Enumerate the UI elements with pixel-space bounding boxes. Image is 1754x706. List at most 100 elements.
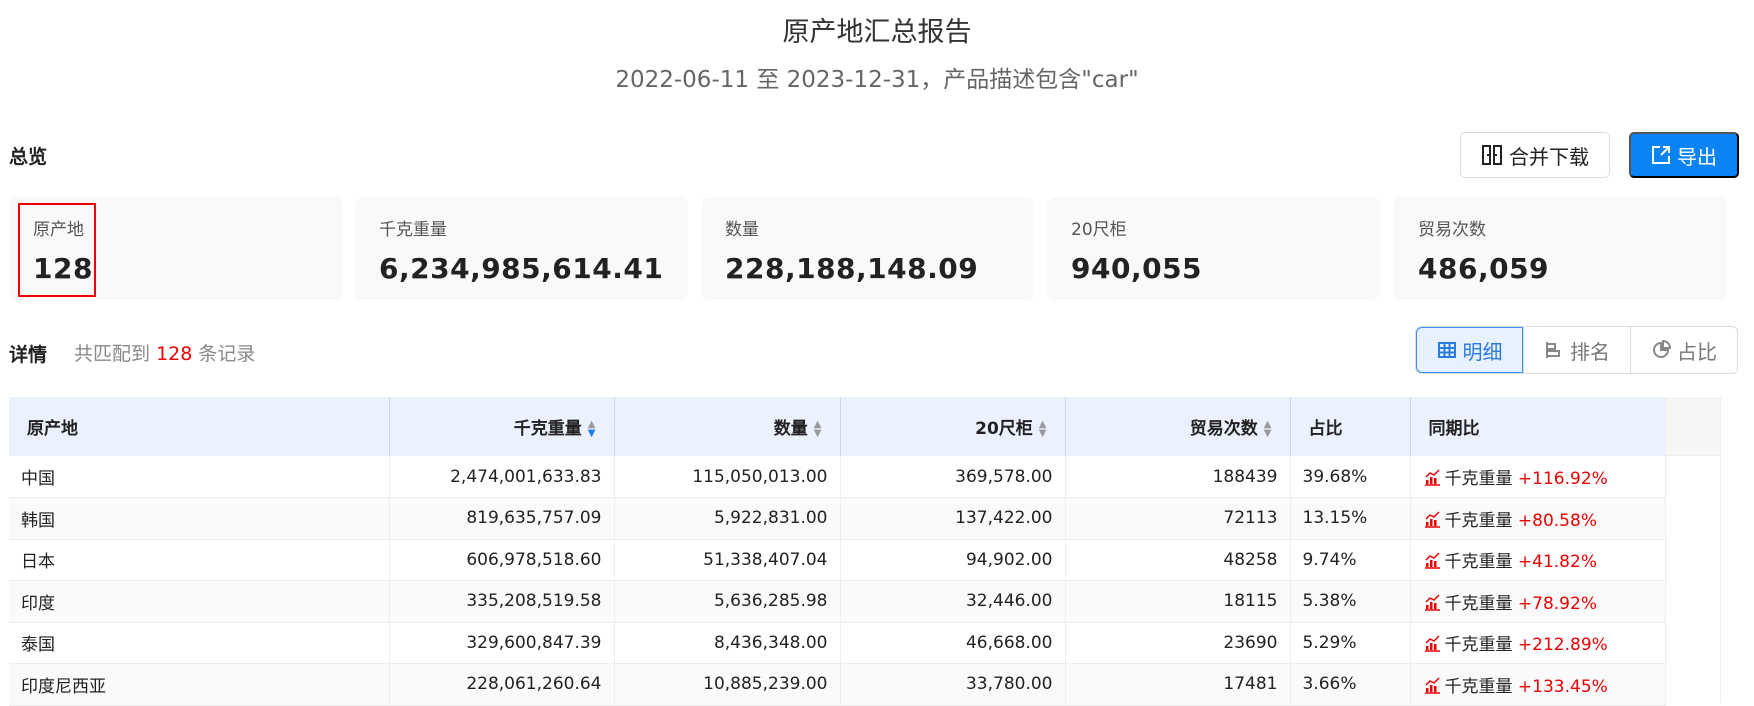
view-label: 排名 <box>1570 339 1610 364</box>
bar-rank-icon <box>1546 342 1560 358</box>
stat-label: 原产地 <box>33 220 84 240</box>
table-cell: 2,474,001,633.83 <box>389 456 615 498</box>
table-cell: 5,636,285.98 <box>614 580 841 623</box>
yoy-change: +41.82% <box>1517 552 1597 573</box>
yoy-change: +116.92% <box>1517 469 1608 489</box>
table-row[interactable]: 中国 2,474,001,633.83 115,050,013.00 369,578.… <box>9 456 1666 498</box>
report-title: 原产地汇总报告 <box>782 17 972 48</box>
table-cell: 32,446.00 <box>840 580 1066 623</box>
yoy-cell: 千克重量 +41.82% <box>1410 539 1666 581</box>
table-cell: 188439 <box>1065 456 1291 498</box>
table-cell: 115,050,013.00 <box>614 456 841 498</box>
sort-icon[interactable]: ▲ ▼ <box>587 419 596 439</box>
table-cell: 606,978,518.60 <box>389 539 615 581</box>
trend-up-icon <box>1424 511 1440 528</box>
table-row[interactable]: 日本 606,978,518.60 51,338,407.04 94,902.00 48… <box>9 539 1666 581</box>
table-row[interactable]: 印度尼西亚 228,061,260.64 10,885,239.00 33,780.0… <box>9 663 1666 706</box>
table-cell: 印度尼西亚 <box>9 663 390 706</box>
table-cell: 72113 <box>1065 497 1291 540</box>
view-label: 明细 <box>1462 339 1503 364</box>
table-row[interactable]: 印度 335,208,519.58 5,636,285.98 32,446.00 181… <box>9 580 1666 623</box>
trend-up-icon <box>1424 594 1440 611</box>
table-cell: 8,436,348.00 <box>614 622 841 664</box>
table-cell: 33,780.00 <box>840 663 1066 706</box>
trend-up-icon <box>1424 677 1440 694</box>
table-cell: 335,208,519.58 <box>389 580 615 623</box>
match-count: 共匹配到 128 条记录 <box>74 339 255 366</box>
trend-up-icon <box>1424 469 1440 486</box>
yoy-cell: 千克重量 +212.89% <box>1410 622 1666 664</box>
stat-card-quantity: 数量 228,188,148.09 <box>701 197 1034 300</box>
yoy-metric: 千克重量 <box>1444 676 1513 697</box>
column-header[interactable]: 千克重量 ▲ ▼ <box>389 397 615 456</box>
column-header-label: 同期比 <box>1428 419 1480 439</box>
yoy-change: +80.58% <box>1517 510 1597 531</box>
column-header: 同期比 <box>1410 397 1666 456</box>
view-rank-tab[interactable]: 排名 <box>1523 327 1630 373</box>
table-cell: 39.68% <box>1290 456 1411 498</box>
stat-card-trades: 贸易次数 486,059 <box>1394 197 1727 300</box>
yoy-metric: 千克重量 <box>1444 593 1513 614</box>
stat-label: 千克重量 <box>379 220 447 240</box>
table-cell: 48258 <box>1065 539 1291 581</box>
stat-label: 数量 <box>725 220 759 240</box>
count-suffix: 条记录 <box>198 343 256 365</box>
report-subtitle: 2022-06-11 至 2023-12-31，产品描述包含"car" <box>615 67 1139 93</box>
view-detail-tab[interactable]: 明细 <box>1416 327 1523 373</box>
table-cell: 10,885,239.00 <box>614 663 841 706</box>
table-cell: 137,422.00 <box>840 497 1066 540</box>
stat-value: 128 <box>33 252 93 285</box>
stat-value: 228,188,148.09 <box>725 252 979 285</box>
yoy-metric: 千克重量 <box>1444 469 1513 489</box>
trend-up-icon <box>1424 552 1440 569</box>
yoy-metric: 千克重量 <box>1444 510 1513 531</box>
table-cell: 329,600,847.39 <box>389 622 615 664</box>
merge-download-button[interactable]: 合并下载 <box>1460 132 1610 178</box>
stat-card-teu: 20尺柜 940,055 <box>1047 197 1380 300</box>
table-cell: 369,578.00 <box>840 456 1066 498</box>
sort-icon[interactable]: ▲ ▼ <box>813 419 822 439</box>
stat-value: 486,059 <box>1418 252 1550 285</box>
table-cell: 228,061,260.64 <box>389 663 615 706</box>
table-cell: 韩国 <box>9 497 390 540</box>
stat-card-weight: 千克重量 6,234,985,614.41 <box>355 197 688 300</box>
table-cell: 23690 <box>1065 622 1291 664</box>
yoy-change: +212.89% <box>1517 635 1608 656</box>
table-cell: 18115 <box>1065 580 1291 623</box>
column-header[interactable]: 20尺柜 ▲ ▼ <box>840 397 1066 456</box>
table-icon <box>1437 342 1456 358</box>
stat-value: 6,234,985,614.41 <box>379 252 664 285</box>
pie-icon <box>1653 340 1671 358</box>
yoy-cell: 千克重量 +133.45% <box>1410 663 1666 706</box>
column-header-label: 20尺柜 <box>975 419 1033 439</box>
table-row[interactable]: 韩国 819,635,757.09 5,922,831.00 137,422.00 72… <box>9 497 1666 540</box>
origin-table: 原产地 千克重量 ▲ ▼ 数量 ▲ ▼ 20尺柜 ▲ ▼ 贸易次数 ▲ ▼ 占比 同期比 中国 2,474,0… <box>9 397 1666 706</box>
stat-label: 20尺柜 <box>1071 220 1127 240</box>
table-cell: 泰国 <box>9 622 390 664</box>
merge-download-label: 合并下载 <box>1509 146 1589 169</box>
details-heading: 详情 <box>9 344 48 366</box>
column-header[interactable]: 数量 ▲ ▼ <box>614 397 841 456</box>
sort-icon[interactable]: ▲ ▼ <box>1038 419 1047 439</box>
yoy-change: +78.92% <box>1517 593 1597 614</box>
column-header-label: 原产地 <box>27 419 78 439</box>
table-row[interactable]: 泰国 329,600,847.39 8,436,348.00 46,668.00 236… <box>9 622 1666 664</box>
yoy-cell: 千克重量 +116.92% <box>1410 456 1666 498</box>
export-button[interactable]: 导出 <box>1629 132 1739 178</box>
yoy-metric: 千克重量 <box>1444 552 1513 573</box>
table-cell: 94,902.00 <box>840 539 1066 581</box>
column-header-label: 千克重量 <box>513 419 582 439</box>
yoy-cell: 千克重量 +80.58% <box>1410 497 1666 540</box>
count-number: 128 <box>156 343 193 365</box>
view-share-tab[interactable]: 占比 <box>1630 327 1737 373</box>
column-header: 原产地 <box>9 397 390 456</box>
yoy-cell: 千克重量 +78.92% <box>1410 580 1666 623</box>
column-header-label: 占比 <box>1308 419 1343 439</box>
table-cell: 5,922,831.00 <box>614 497 841 540</box>
column-header[interactable]: 贸易次数 ▲ ▼ <box>1065 397 1291 456</box>
table-cell: 13.15% <box>1290 497 1411 540</box>
export-label: 导出 <box>1677 146 1717 169</box>
yoy-change: +133.45% <box>1517 676 1608 697</box>
sort-icon[interactable]: ▲ ▼ <box>1263 419 1272 439</box>
table-cell: 819,635,757.09 <box>389 497 615 540</box>
